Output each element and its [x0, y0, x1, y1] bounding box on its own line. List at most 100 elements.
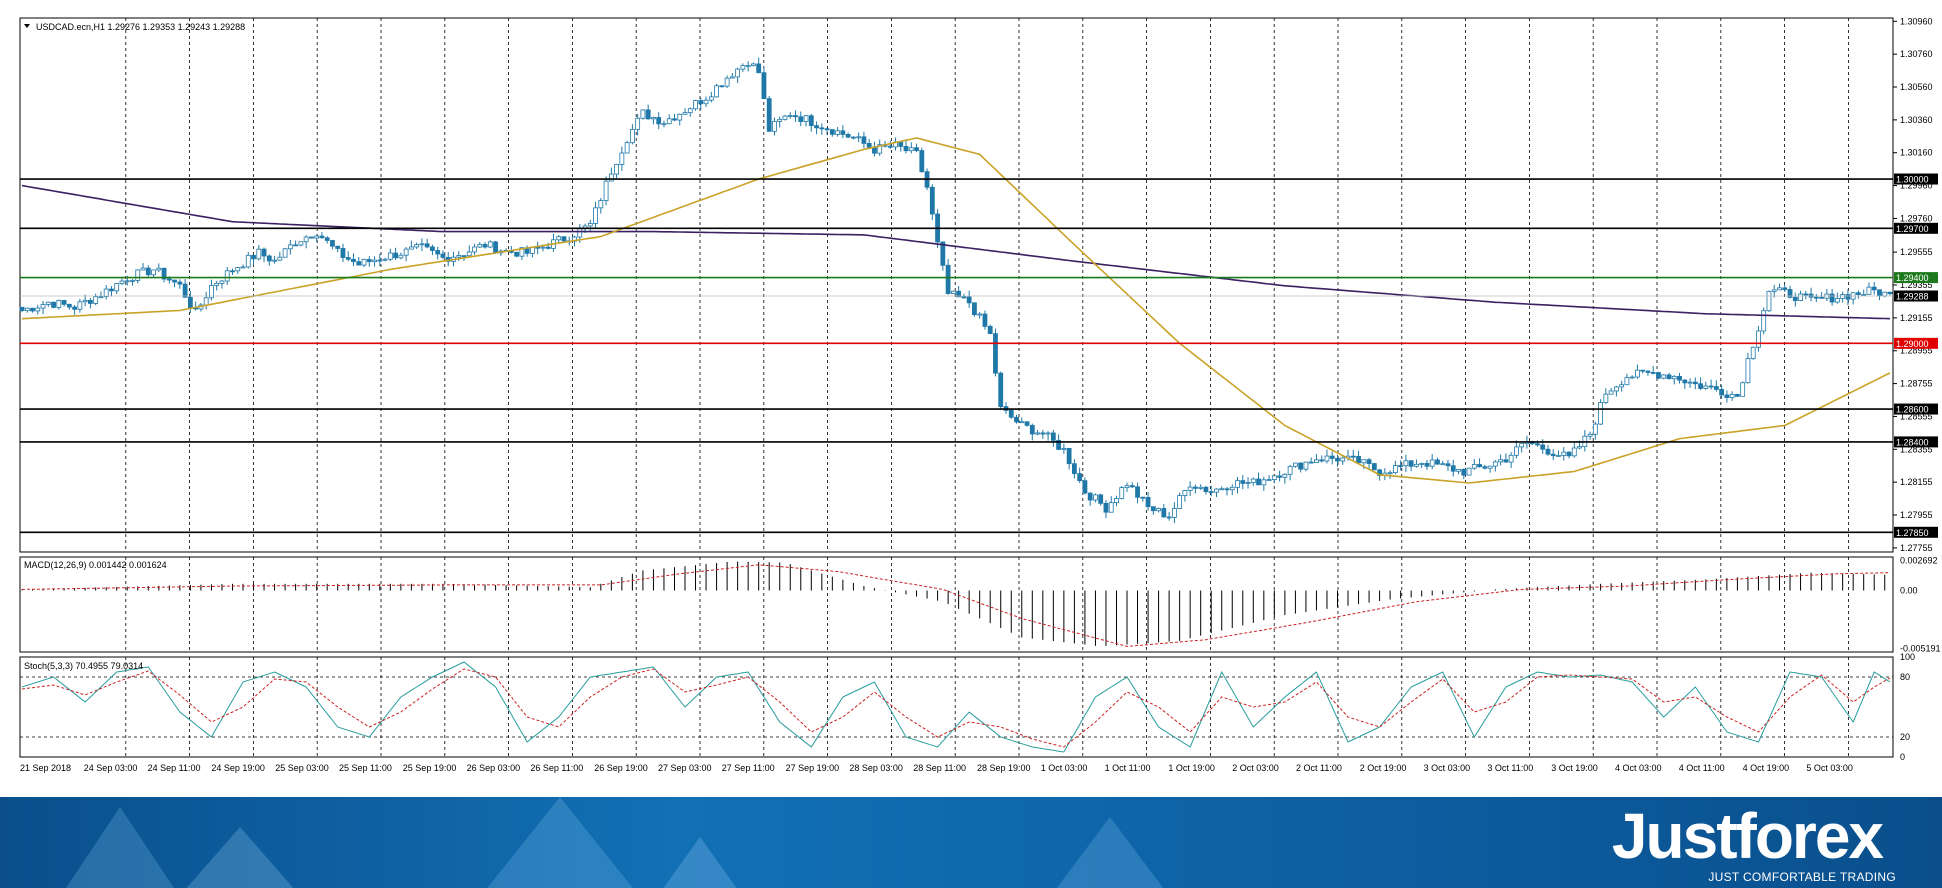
candle-up: [1498, 459, 1504, 463]
moving-average-short: [21, 137, 1891, 484]
candle-up: [214, 282, 220, 286]
candle-up: [1866, 286, 1872, 295]
level-price-label: 1.29700: [1896, 224, 1929, 234]
decor-shape: [60, 807, 180, 888]
candle-up: [277, 256, 283, 261]
time-tick-label: 28 Sep 03:00: [849, 763, 903, 773]
candle-up: [1729, 393, 1735, 398]
candle-up: [1624, 377, 1630, 386]
candle-up: [1519, 443, 1525, 448]
candle-down: [461, 255, 467, 257]
candle-down: [840, 130, 846, 135]
candle-down: [293, 244, 299, 247]
decor-shape: [650, 837, 750, 888]
candle-up: [1577, 446, 1582, 449]
candle-down: [1450, 465, 1456, 472]
candle-down: [798, 116, 804, 122]
candle-up: [140, 267, 146, 271]
candle-up: [587, 223, 593, 227]
candle-down: [72, 306, 78, 310]
candle-up: [1282, 473, 1288, 478]
candle-up: [398, 254, 404, 259]
candle-down: [1350, 455, 1356, 458]
candle-up: [598, 200, 604, 209]
candle-up: [787, 115, 793, 117]
candle-up: [1671, 375, 1677, 380]
candle-down: [1640, 369, 1646, 372]
stochastic-panel: 100 80 20 0: [19, 652, 1915, 762]
candle-up: [1214, 488, 1219, 493]
candle-up: [1261, 479, 1267, 486]
candle-down: [1335, 458, 1340, 462]
candle-down: [972, 302, 977, 316]
price-tick-label: 1.28155: [1900, 477, 1933, 487]
stoch-tick-label: 0: [1900, 752, 1905, 762]
time-tick-label: 24 Sep 19:00: [211, 763, 265, 773]
candle-up: [1598, 402, 1603, 425]
candle-up: [1740, 382, 1746, 397]
candle-down: [887, 145, 893, 148]
candle-down: [850, 136, 856, 139]
candle-up: [977, 313, 983, 316]
macd-panel: 0.002692 0.00 -0.005191: [19, 555, 1941, 654]
candle-down: [808, 115, 814, 127]
candle-down: [1308, 461, 1314, 464]
time-tick-label: 26 Sep 19:00: [594, 763, 648, 773]
candle-down: [672, 118, 677, 121]
time-tick-label: 3 Oct 03:00: [1424, 763, 1471, 773]
candle-up: [456, 255, 462, 258]
candle-down: [1024, 421, 1030, 426]
candle-up: [1603, 393, 1609, 403]
candle-down: [393, 252, 399, 259]
candle-down: [1087, 492, 1093, 501]
candle-up: [1487, 465, 1493, 469]
candle-up: [1613, 386, 1619, 392]
moving-average-long: [21, 184, 1891, 320]
candle-down: [1782, 287, 1788, 290]
candle-down: [1545, 448, 1551, 455]
candle-down: [1066, 447, 1072, 465]
price-tick-label: 1.27955: [1900, 510, 1933, 520]
price-tick-label: 1.30760: [1900, 49, 1933, 59]
candle-down: [1698, 383, 1703, 389]
candle-up: [235, 267, 241, 272]
candle-down: [172, 279, 177, 283]
candle-down: [761, 72, 767, 100]
candle-up: [1219, 488, 1225, 491]
candle-up: [1508, 454, 1514, 463]
price-tick-label: 1.28355: [1900, 444, 1933, 454]
stoch-tick-label: 80: [1900, 672, 1910, 682]
candle-up: [687, 108, 693, 114]
candle-down: [482, 244, 488, 248]
candle-down: [819, 127, 825, 130]
candle-up: [1834, 297, 1840, 303]
chart-title: USDCAD.ecn,H1 1.29276 1.29353 1.29243 1.…: [36, 22, 245, 32]
level-price-label: 1.27850: [1896, 528, 1929, 538]
candle-down: [1203, 486, 1209, 493]
candle-up: [950, 290, 956, 294]
level-price-label: 1.29000: [1896, 339, 1929, 349]
time-tick-label: 1 Oct 19:00: [1168, 763, 1215, 773]
candle-up: [1182, 490, 1188, 496]
candle-up: [803, 115, 809, 122]
candle-up: [303, 236, 309, 243]
candle-up: [1177, 495, 1183, 509]
candle-down: [1082, 480, 1088, 494]
candle-down: [1566, 451, 1572, 457]
candle-up: [1777, 287, 1782, 291]
candle-down: [1887, 291, 1893, 295]
candle-up: [40, 304, 46, 309]
candle-down: [345, 257, 351, 260]
decor-shape: [170, 827, 310, 888]
candle-up: [240, 266, 246, 269]
time-tick-label: 27 Sep 03:00: [658, 763, 712, 773]
candle-up: [724, 77, 730, 87]
candle-up: [1387, 472, 1393, 475]
candle-up: [1414, 463, 1419, 467]
candle-down: [1445, 463, 1451, 467]
candle-down: [945, 264, 951, 294]
candle-up: [856, 136, 862, 139]
candle-up: [1750, 346, 1756, 359]
price-tick-label: 1.29960: [1900, 181, 1933, 191]
